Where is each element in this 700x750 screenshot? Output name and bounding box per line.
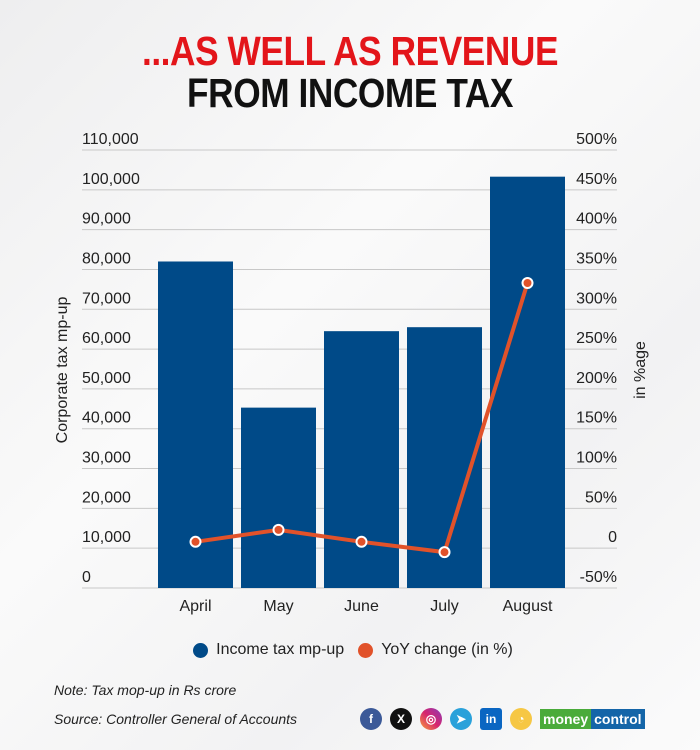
y-axis-left-label: Corporate tax mp-up	[54, 297, 71, 444]
y-left-tick: 40,000	[82, 410, 131, 427]
yoy-point-july	[438, 546, 451, 559]
y-right-tick: 250%	[576, 330, 617, 347]
bar-june	[324, 331, 399, 588]
bar-april	[158, 261, 233, 588]
y-left-tick: 80,000	[82, 250, 131, 267]
bar-august	[490, 176, 565, 589]
bar-may	[241, 407, 316, 588]
y-left-tick: 0	[82, 569, 91, 586]
y-right-tick: 350%	[576, 250, 617, 267]
logo-part-2: control	[591, 709, 645, 729]
y-right-tick: 0	[608, 529, 617, 546]
y-left-tick: 100,000	[82, 171, 140, 188]
chart: 0 -50% 10,000 0 20,000 50% 30,000 100% 40,000 150…	[54, 131, 649, 615]
y-right-tick: 500%	[576, 131, 617, 148]
y-left-tick: 90,000	[82, 211, 131, 228]
y-left-tick: 10,000	[82, 529, 131, 546]
legend-line-label: YoY change (in %)	[381, 641, 513, 658]
x-tick: May	[263, 598, 293, 615]
y-left-tick: 20,000	[82, 489, 131, 506]
y-right-tick: 150%	[576, 410, 617, 427]
title-line-2: FROM INCOME TAX	[187, 70, 513, 116]
legend-bar-label: Income tax mp-up	[216, 641, 345, 658]
facebook-icon[interactable]: f	[360, 708, 382, 730]
legend-line-marker	[358, 642, 374, 658]
yoy-point-april	[189, 535, 202, 548]
x-tick: April	[179, 598, 211, 615]
bar-july	[407, 327, 482, 588]
y-left-tick: 50,000	[82, 370, 131, 387]
y-right-tick: 50%	[585, 489, 617, 506]
y-left-tick: 30,000	[82, 450, 131, 467]
instagram-icon[interactable]: ◎	[420, 708, 442, 730]
y-right-tick: 450%	[576, 171, 617, 188]
y-axis-right-label: in %age	[632, 341, 649, 399]
legend: Income tax mp-up YoY change (in %)	[0, 641, 700, 659]
source: Source: Controller General of Accounts	[54, 711, 298, 727]
title-line-1: ...AS WELL AS REVENUE	[141, 28, 559, 74]
x-icon[interactable]: X	[390, 708, 412, 730]
y-right-tick: 400%	[576, 211, 617, 228]
y-right-tick: 200%	[576, 370, 617, 387]
yoy-point-august	[521, 276, 534, 289]
yoy-point-june	[355, 535, 368, 548]
koo-icon[interactable]: ◔	[510, 708, 532, 730]
x-tick: August	[503, 598, 553, 615]
linkedin-icon[interactable]: in	[480, 708, 502, 730]
social-links: f X ◎ ➤ in ◔ money control	[360, 708, 645, 730]
note: Note: Tax mop-up in Rs crore	[54, 682, 237, 698]
x-tick: July	[430, 598, 458, 615]
y-left-tick: 70,000	[82, 290, 131, 307]
legend-bar-marker	[193, 642, 209, 658]
y-right-tick: 300%	[576, 290, 617, 307]
telegram-icon[interactable]: ➤	[450, 708, 472, 730]
x-tick: June	[344, 598, 379, 615]
y-left-tick: 110,000	[82, 131, 139, 148]
y-right-tick: 100%	[576, 450, 617, 467]
yoy-point-may	[272, 523, 285, 536]
logo-part-1: money	[540, 709, 592, 729]
moneycontrol-logo: money control	[540, 709, 645, 729]
y-right-tick: -50%	[580, 569, 617, 586]
y-left-tick: 60,000	[82, 330, 131, 347]
